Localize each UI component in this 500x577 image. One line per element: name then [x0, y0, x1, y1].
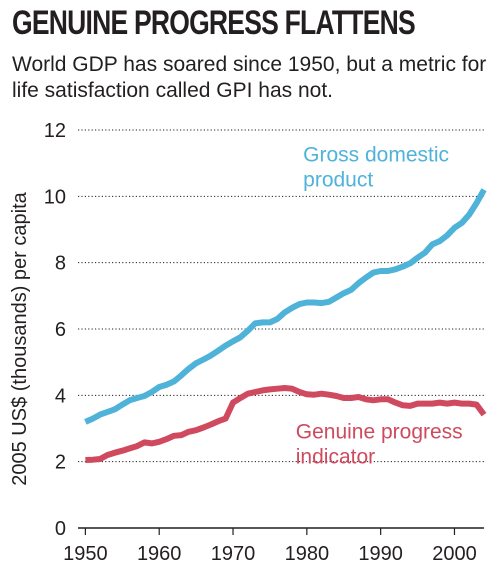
series-labels: Gross domestic product Genuine progress ind…: [296, 144, 463, 469]
x-tick-label: 1950: [63, 543, 108, 565]
y-tick-label: 0: [55, 518, 66, 540]
chart-title: GENUINE PROGRESS FLATTENS: [12, 4, 416, 42]
y-tick-label: 2: [55, 452, 66, 474]
y-tick-labels: 0 2 4 6 8 10 12: [44, 120, 66, 540]
series-lines: [84, 188, 487, 463]
y-tick-label: 4: [55, 385, 66, 407]
y-tick-label: 6: [55, 319, 66, 341]
x-tick-label: 1980: [285, 543, 330, 565]
gpi-series-label: Genuine progress indicator: [296, 420, 463, 468]
x-tick-label: 1990: [358, 543, 403, 565]
gdp-series-line: [84, 188, 487, 425]
gpi-series-line: [85, 385, 487, 463]
y-tick-label: 10: [44, 186, 66, 208]
y-tick-label: 8: [55, 253, 66, 275]
y-axis-title: 2005 US$ (thousands) per capita: [9, 191, 31, 485]
y-tick-label: 12: [44, 120, 66, 142]
gdp-series-label: Gross domestic product: [303, 144, 449, 192]
x-tick-label: 1970: [211, 543, 256, 565]
gridlines: [78, 129, 484, 529]
x-tick-label: 1960: [137, 543, 182, 565]
x-tick-label: 2000: [432, 543, 477, 565]
chart-subtitle: World GDP has soared since 1950, but a m…: [12, 53, 487, 102]
x-tick-labels: 1950 1960 1970 1980 1990 2000: [63, 528, 477, 565]
